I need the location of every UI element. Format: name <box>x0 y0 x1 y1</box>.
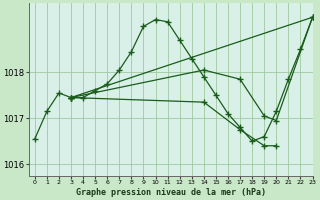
X-axis label: Graphe pression niveau de la mer (hPa): Graphe pression niveau de la mer (hPa) <box>76 188 266 197</box>
